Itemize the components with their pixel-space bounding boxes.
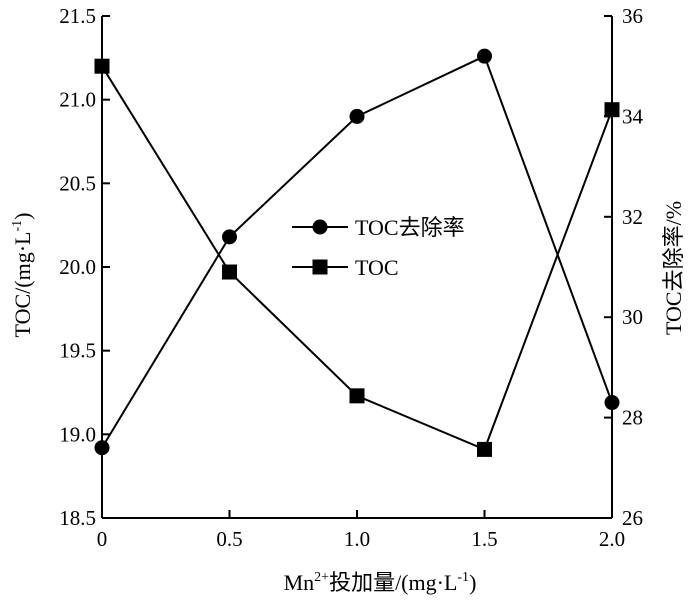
series-toc-removal-point	[349, 108, 365, 124]
y-right-tick-label: 32	[622, 205, 643, 229]
legend-label: TOC	[355, 255, 399, 280]
y-left-tick-label: 20.0	[59, 255, 96, 279]
series-toc-point	[222, 264, 237, 280]
y-right-tick-label: 36	[622, 4, 643, 28]
series-toc-point	[604, 102, 620, 118]
legend: TOC去除率 TOC	[292, 215, 465, 280]
x-tick-label: 1.5	[471, 527, 497, 551]
series-toc-removal-point	[604, 395, 620, 411]
legend-square-marker	[312, 259, 328, 275]
x-tick-label: 0	[97, 527, 108, 551]
y-left-tick-label: 19.5	[59, 339, 96, 363]
y-left-tick-label: 20.5	[59, 171, 96, 195]
series-toc-point	[477, 441, 492, 457]
series-toc-removal-point	[94, 440, 110, 456]
x-axis-title: Mn2+投加量/(mg·L-1)	[284, 570, 477, 595]
y-right-tick-label: 26	[622, 506, 643, 530]
y-left-tick-label: 18.5	[59, 506, 96, 530]
y-right-tick-label: 28	[622, 406, 643, 430]
x-tick-label: 1.0	[344, 527, 370, 551]
series-toc-point	[94, 58, 110, 74]
series-toc-removal-point	[477, 48, 492, 64]
y-left-tick-label: 19.0	[59, 422, 96, 446]
x-tick-label: 0.5	[216, 527, 242, 551]
legend-circle-marker	[312, 219, 328, 235]
axis-ticks: 0 0.5 1.0 1.5 2.0 18.5 19.0 19.5 20.0 20.5 21.0 21.…	[59, 4, 643, 551]
y-axis-left-title: TOC/(mg·L-1)	[10, 213, 35, 338]
legend-label: TOC去除率	[355, 215, 465, 240]
y-right-tick-label: 30	[622, 305, 643, 329]
series-layer	[94, 48, 620, 457]
x-tick-label: 2.0	[599, 527, 625, 551]
y-left-tick-label: 21.5	[59, 4, 96, 28]
y-axis-right-title: TOC去除率/%	[661, 201, 686, 335]
series-toc-point	[349, 388, 365, 404]
series-toc-removal-point	[222, 229, 237, 245]
y-left-tick-label: 21.0	[59, 88, 96, 112]
y-right-tick-label: 34	[622, 104, 644, 128]
